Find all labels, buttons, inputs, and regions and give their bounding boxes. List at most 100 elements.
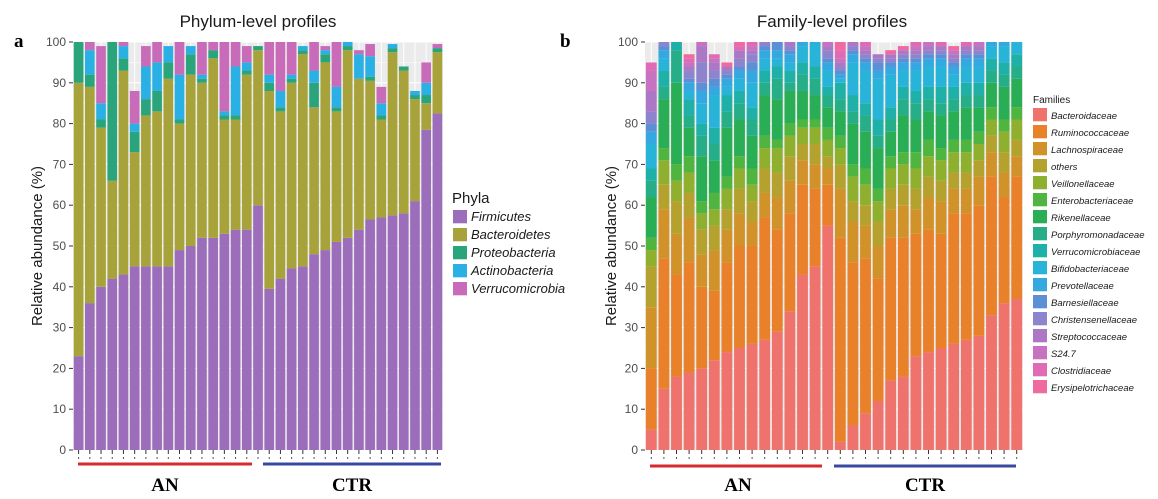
bar-segment-porphyromonadaceae: [746, 119, 758, 136]
y-tick-label: 70: [53, 157, 67, 171]
bar-segment-prevotellaceae: [860, 62, 871, 71]
bar-segment-firmicutes: [107, 278, 118, 450]
bar-segment-verrucomicrobiaceae: [872, 119, 884, 136]
bar-segment-bacteroidetes: [129, 152, 140, 267]
bar-segment-porphyromonadaceae: [973, 95, 985, 108]
bar-segment-others: [797, 144, 808, 161]
bar-segment-bacteroidetes: [96, 127, 106, 287]
bar-segment-s24-7: [948, 50, 960, 55]
bar-segment-christensenellaceae: [658, 42, 670, 47]
bar-segment-barnesiellaceae: [784, 50, 796, 55]
sample-bar: [822, 42, 834, 450]
bar-segment-prevotellaceae: [834, 74, 846, 79]
bar-segment-streptococcaceae: [822, 46, 834, 51]
legend-swatch: [453, 282, 467, 296]
bar-segment-bifidobacteriaceae: [797, 46, 808, 63]
bar-segment-veillonellaceae: [948, 152, 960, 173]
bar-segment-prevotellaceae: [721, 78, 733, 87]
sample-bar: [309, 42, 319, 450]
bar-segment-bifidobacteriaceae: [658, 58, 670, 71]
legend-swatch: [1033, 176, 1047, 190]
bar-segment-enterobacteriaceae: [910, 152, 922, 169]
legend-item-label: Christensenellaceae: [1051, 315, 1137, 326]
bar-segment-bacteroidetes: [185, 74, 196, 246]
bar-segment-prevotellaceae: [998, 42, 1010, 47]
bar-segment-rikenellaceae: [683, 127, 695, 157]
bar-segment-verrucomicrobia: [331, 42, 342, 87]
bar-segment-streptococcaceae: [960, 46, 972, 51]
bar-segment-ruminococcaceae: [973, 205, 985, 336]
bar-segment-verrucomicrobiaceae: [910, 90, 922, 104]
bar-segment-christensenellaceae: [834, 66, 846, 71]
bar-segment-verrucomicrobia: [354, 50, 364, 55]
legend-item-label: Bifidobacteriaceae: [1051, 264, 1129, 275]
bar-segment-others: [658, 184, 670, 210]
bar-segment-verrucomicrobia: [275, 42, 286, 91]
bar-segment-enterobacteriaceae: [923, 139, 934, 157]
bar-segment-firmicutes: [219, 233, 230, 450]
bar-segment-enterobacteriaceae: [746, 168, 758, 185]
bar-segment-ruminococcaceae: [797, 184, 808, 275]
bar-segment-bifidobacteriaceae: [822, 70, 834, 87]
chart-title-phylum: Phylum-level profiles: [180, 12, 337, 31]
panel-letter-b: b: [560, 31, 571, 52]
bar-segment-verrucomicrobiaceae: [973, 82, 985, 96]
bar-segment-porphyromonadaceae: [708, 144, 720, 161]
bar-segment-porphyromonadaceae: [960, 95, 972, 108]
bar-segment-proteobacteria: [230, 115, 241, 120]
bar-segment-erysipelotrichaceae: [897, 46, 909, 51]
bar-segment-lachnospiraceae: [759, 192, 771, 218]
bar-segment-firmicutes: [129, 266, 140, 450]
legend-swatch: [1033, 108, 1047, 122]
bar-segment-prevotellaceae: [935, 58, 947, 67]
bar-segment-firmicutes: [96, 286, 106, 450]
bar-segment-veillonellaceae: [784, 135, 796, 157]
bar-segment-enterobacteriaceae: [771, 139, 783, 149]
sample-bar: [331, 42, 342, 450]
bar-segment-proteobacteria: [253, 46, 263, 51]
sample-bar: [230, 42, 241, 450]
bar-segment-verrucomicrobiaceae: [759, 70, 771, 83]
bar-segment-others: [885, 188, 897, 210]
bar-segment-christensenellaceae: [734, 58, 745, 67]
bar-segment-proteobacteria: [309, 82, 319, 108]
bar-segment-verrucomicrobia: [219, 42, 230, 112]
bar-segment-veillonellaceae: [746, 184, 758, 202]
bar-segment-ruminococcaceae: [734, 246, 745, 348]
legend-item-label: Veillonellaceae: [1051, 179, 1115, 190]
bar-segment-porphyromonadaceae: [671, 50, 682, 83]
bar-segment-enterobacteriaceae: [834, 135, 846, 149]
y-tick-label: 40: [53, 280, 67, 294]
bar-segment-ruminococcaceae: [872, 278, 884, 402]
bar-segment-prevotellaceae: [847, 54, 859, 63]
bar-segment-bacteroidetes: [118, 70, 129, 275]
bar-segment-prevotellaceae: [645, 131, 657, 144]
bar-segment-christensenellaceae: [847, 46, 859, 51]
sample-bar: [658, 42, 670, 450]
bar-segment-porphyromonadaceae: [645, 180, 657, 198]
bar-segment-lachnospiraceae: [734, 213, 745, 246]
bar-segment-bacteroidaceae: [822, 225, 834, 450]
bar-segment-lachnospiraceae: [822, 168, 834, 185]
bar-segment-rikenellaceae: [759, 95, 771, 136]
bar-segment-bacteroidaceae: [809, 266, 821, 450]
sample-bar: [784, 42, 796, 450]
bar-segment-barnesiellaceae: [746, 62, 758, 71]
bar-segment-bacteroidetes: [84, 86, 95, 304]
bar-segment-rikenellaceae: [935, 115, 947, 149]
bar-segment-s24-7: [910, 46, 922, 51]
bar-segment-christensenellaceae: [696, 62, 708, 83]
bar-segment-verrucomicrobia: [320, 46, 331, 51]
sample-bar: [809, 42, 821, 450]
bar-segment-prevotellaceae: [696, 90, 708, 104]
bar-segment-veillonellaceae: [822, 139, 834, 157]
legend-item-label: Clostridiaceae: [1051, 366, 1111, 377]
bar-segment-proteobacteria: [331, 107, 342, 112]
bar-segment-christensenellaceae: [935, 50, 947, 55]
bar-segment-bacteroidaceae: [834, 441, 846, 450]
legend-item-label: Verrucomicrobiaceae: [1051, 247, 1140, 258]
bar-segment-others: [784, 156, 796, 181]
sample-bar: [696, 42, 708, 450]
bar-segment-ruminococcaceae: [935, 233, 947, 348]
bar-segment-porphyromonadaceae: [948, 99, 960, 112]
